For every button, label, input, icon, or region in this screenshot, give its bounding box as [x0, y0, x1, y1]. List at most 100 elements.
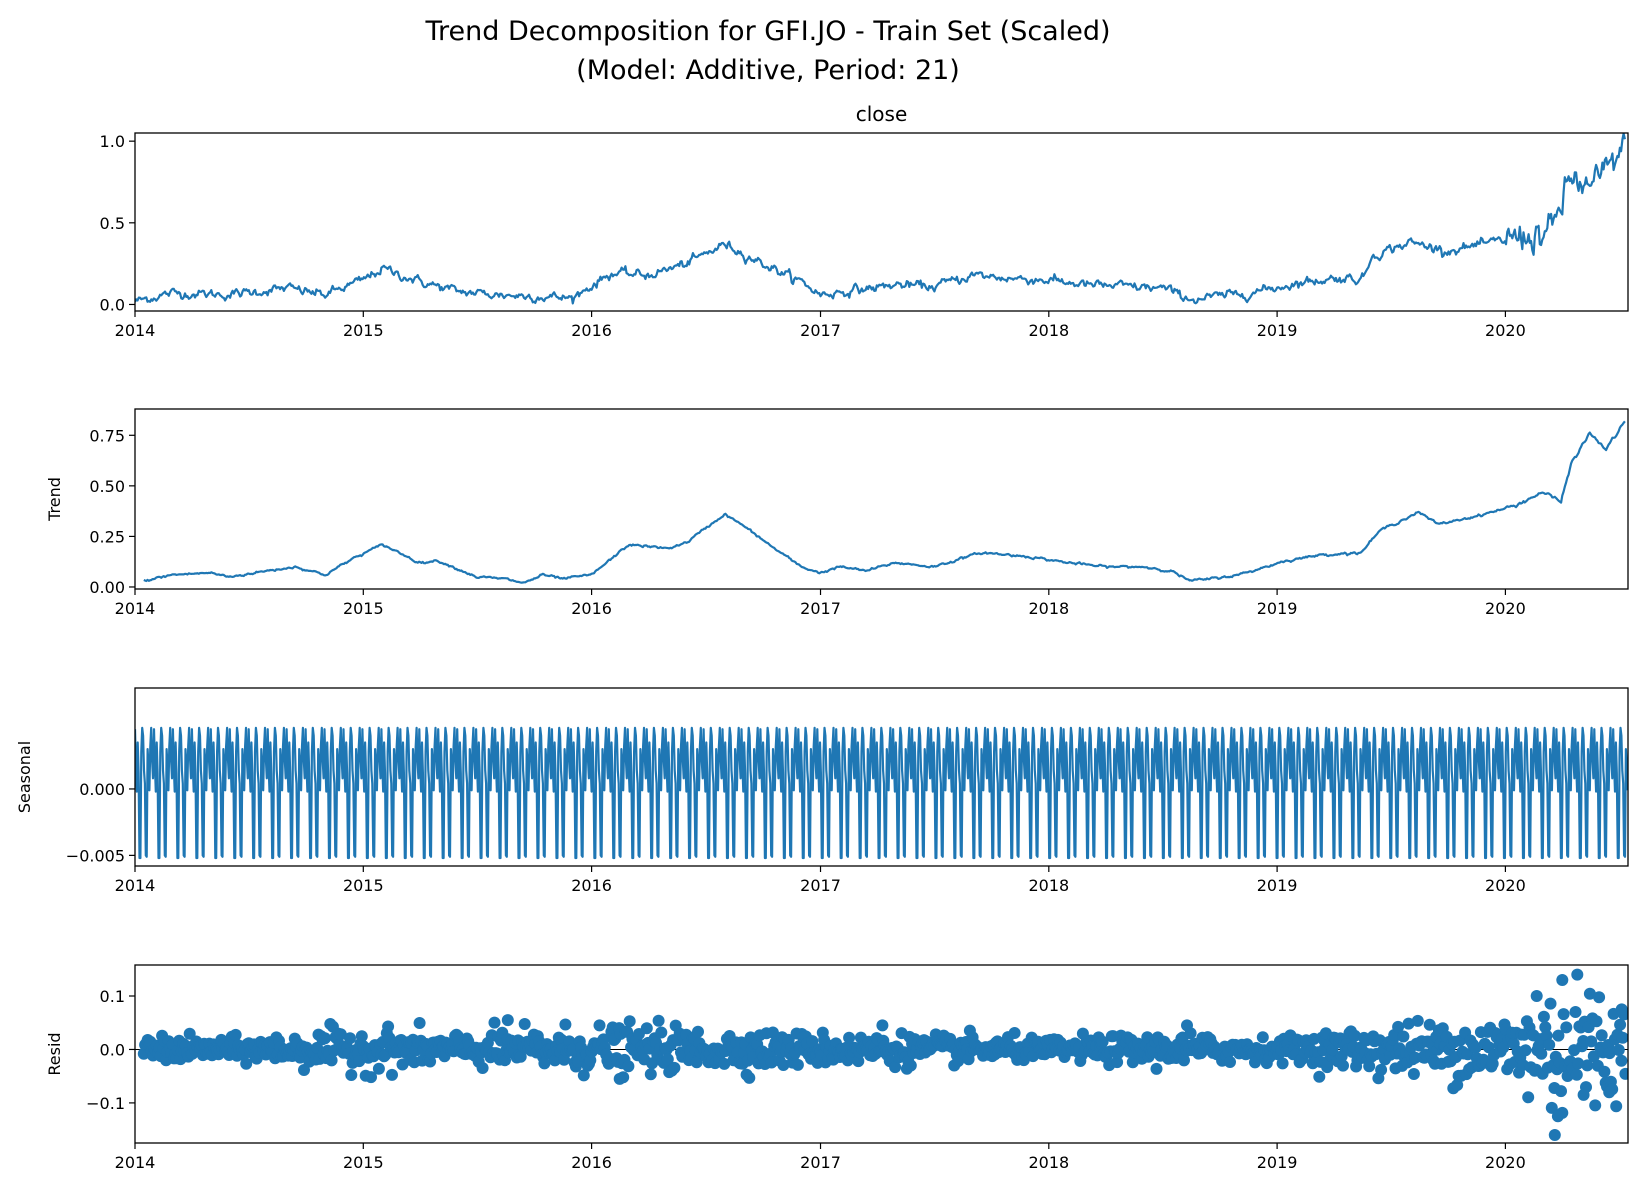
resid-point: [514, 1050, 527, 1063]
resid-point: [365, 1071, 377, 1084]
resid-point: [1590, 1015, 1603, 1028]
resid-point: [644, 1068, 657, 1081]
resid-point: [1619, 1067, 1628, 1080]
resid-point: [325, 1054, 338, 1067]
resid-point: [1581, 1059, 1594, 1072]
resid-point: [806, 1035, 819, 1048]
resid-y-axis-label: Resid: [45, 1032, 64, 1075]
resid-point: [1583, 987, 1596, 1000]
resid-point: [743, 1071, 756, 1084]
panel-trend: 2014 2015 2016 2017 2018 2019 2020 0.00 0.25 0.50…: [45, 408, 1629, 618]
resid-point: [1545, 1101, 1558, 1114]
y-tick-label: 0.000: [79, 780, 125, 799]
x-tick-label: 2019: [1257, 599, 1298, 618]
y-tick-label: 0.0: [100, 1040, 125, 1059]
panel-close: 2014 2015 2016 2017 2018 2019 2020 0.0 0.5 1.0 clo…: [100, 102, 1629, 340]
close-series-line: [135, 133, 1626, 305]
x-tick-label: 2016: [571, 1153, 612, 1172]
resid-point: [622, 1060, 635, 1073]
resid-point: [876, 1019, 889, 1032]
x-tick-label: 2015: [343, 876, 384, 895]
resid-point: [1537, 1010, 1550, 1023]
resid-point: [766, 1026, 779, 1039]
trend-y-axis-label: Trend: [45, 477, 64, 522]
resid-point: [476, 1062, 489, 1074]
resid-point: [1556, 974, 1569, 986]
resid-point: [692, 1025, 704, 1038]
trend-series-line: [143, 420, 1626, 584]
resid-points: [137, 968, 1628, 1141]
resid-point: [334, 1028, 347, 1041]
resid-point: [372, 1062, 385, 1075]
x-tick-label: 2015: [343, 321, 384, 340]
resid-point: [1519, 1044, 1532, 1057]
x-tick-label: 2017: [800, 321, 841, 340]
resid-point: [1589, 1099, 1602, 1112]
resid-point: [345, 1069, 358, 1081]
x-tick-label: 2020: [1485, 876, 1526, 895]
resid-point: [1560, 1021, 1573, 1034]
resid-point: [353, 1055, 366, 1068]
resid-point: [488, 1016, 501, 1029]
resid-point: [559, 1018, 572, 1031]
resid-point: [1551, 1110, 1564, 1123]
resid-point: [1610, 1100, 1623, 1113]
resid-point: [613, 1072, 626, 1085]
x-tick-label: 2016: [571, 321, 612, 340]
y-tick-label: −0.005: [66, 846, 125, 865]
resid-point: [386, 1068, 398, 1081]
x-tick-label: 2019: [1257, 1153, 1298, 1172]
resid-point: [1313, 1070, 1326, 1083]
resid-point: [1111, 1056, 1124, 1069]
resid-point: [668, 1061, 681, 1074]
resid-point: [1571, 968, 1584, 981]
x-tick-label: 2014: [115, 1153, 156, 1172]
x-tick-label: 2016: [571, 876, 612, 895]
resid-point: [1469, 1041, 1482, 1054]
resid-point: [1587, 1050, 1600, 1063]
resid-point: [1616, 1031, 1628, 1044]
figure-title-line-2: (Model: Additive, Period: 21): [576, 55, 960, 86]
resid-point: [1603, 1086, 1616, 1099]
figure-title-line-1: Trend Decomposition for GFI.JO - Train S…: [424, 16, 1110, 47]
resid-point: [718, 1057, 731, 1070]
resid-point: [791, 1058, 804, 1071]
resid-point: [1540, 1029, 1553, 1042]
x-tick-label: 2020: [1485, 1153, 1526, 1172]
resid-point: [344, 1032, 356, 1045]
resid-point: [1548, 1129, 1561, 1141]
resid-point: [661, 1053, 674, 1066]
resid-point: [655, 1026, 668, 1039]
resid-point: [1096, 1035, 1109, 1048]
resid-point: [413, 1017, 426, 1029]
resid-point: [1615, 1003, 1628, 1016]
seasonal-y-axis-label: Seasonal: [15, 741, 34, 813]
resid-point: [183, 1027, 196, 1040]
resid-point: [889, 1061, 902, 1074]
resid-point: [1603, 1047, 1616, 1060]
resid-point: [904, 1059, 917, 1072]
close-axes-title: close: [856, 102, 908, 126]
resid-point: [1337, 1059, 1349, 1072]
resid-point: [1544, 997, 1557, 1010]
resid-point: [229, 1028, 242, 1041]
resid-point: [1407, 1068, 1420, 1080]
seasonal-axes-frame: [134, 687, 1629, 867]
x-tick-label: 2015: [343, 599, 384, 618]
resid-point: [1552, 1029, 1565, 1042]
resid-point: [1348, 1029, 1361, 1042]
close-axes-frame: [134, 132, 1629, 312]
resid-point: [1543, 1038, 1556, 1051]
resid-point: [1402, 1017, 1415, 1030]
resid-point: [1572, 1057, 1585, 1070]
x-tick-label: 2017: [800, 599, 841, 618]
resid-point: [1530, 990, 1543, 1002]
y-tick-label: 0.1: [100, 987, 125, 1006]
y-tick-label: 0.5: [100, 214, 125, 233]
x-tick-label: 2014: [115, 876, 156, 895]
x-tick-label: 2019: [1257, 321, 1298, 340]
resid-point: [1451, 1079, 1464, 1091]
seasonal-series-line: [135, 726, 1628, 860]
resid-point: [1178, 1054, 1190, 1067]
resid-point: [652, 1014, 665, 1027]
